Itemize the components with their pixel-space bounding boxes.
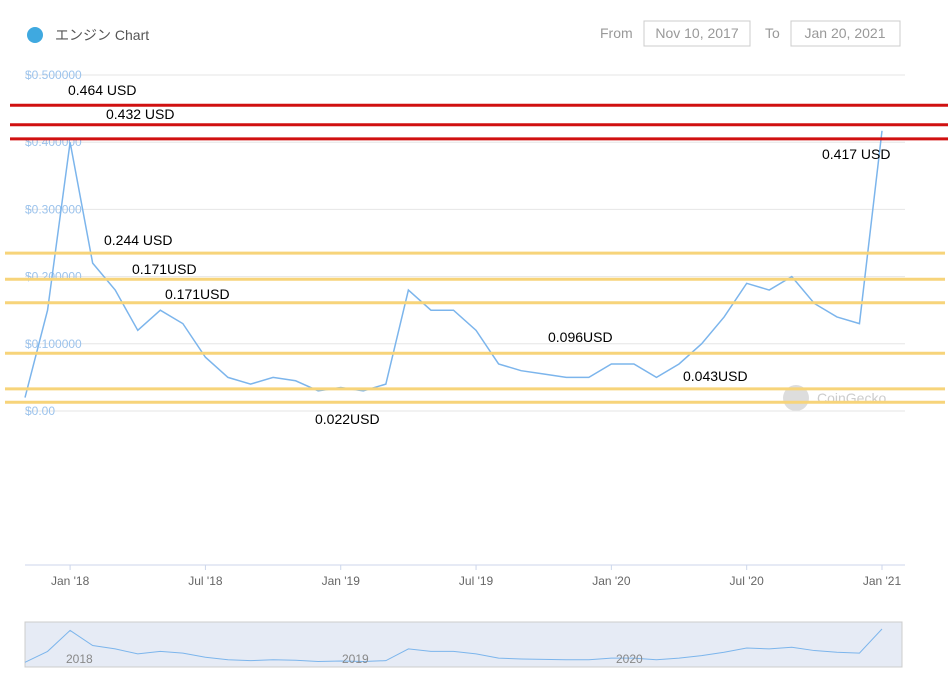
x-tick-label: Jan '19: [322, 574, 361, 588]
annotation: 0.171USD: [165, 286, 230, 302]
annotation: 0.022USD: [315, 411, 380, 427]
navigator-label: 2019: [342, 652, 369, 666]
to-input[interactable]: [790, 20, 901, 47]
from-date: Nov 10, 2017: [655, 25, 738, 41]
y-tick-label: $0.00: [25, 404, 55, 418]
x-tick-label: Jul '18: [188, 574, 223, 588]
to-label: To: [765, 25, 780, 41]
annotation: 0.244 USD: [104, 232, 172, 248]
from-label: From: [600, 25, 633, 41]
x-tick-label: Jan '20: [592, 574, 631, 588]
annotation: 0.417 USD: [822, 146, 890, 162]
y-tick-label: $0.400000: [25, 135, 82, 149]
to-date: Jan 20, 2021: [805, 25, 886, 41]
coin-icon: [27, 27, 43, 43]
annotation: 0.096USD: [548, 329, 613, 345]
navigator-label: 2020: [616, 652, 643, 666]
price-line: [24, 130, 883, 398]
navigator-line: [24, 628, 883, 663]
chart-title: エンジン Chart: [55, 27, 149, 43]
y-tick-label: $0.500000: [25, 68, 82, 82]
y-tick-label: $0.200000: [25, 270, 82, 284]
y-tick-label: $0.300000: [25, 202, 82, 216]
annotation: 0.043USD: [683, 368, 748, 384]
x-tick-label: Jan '18: [51, 574, 90, 588]
annotation: 0.171USD: [132, 261, 197, 277]
annotation: 0.464 USD: [68, 82, 136, 98]
x-tick-label: Jan '21: [863, 574, 902, 588]
x-tick-label: Jul '20: [730, 574, 765, 588]
navigator[interactable]: [24, 621, 903, 668]
navigator-label: 2018: [66, 652, 93, 666]
from-input[interactable]: [643, 20, 751, 47]
annotation: 0.432 USD: [106, 106, 174, 122]
watermark-icon: [783, 385, 809, 411]
y-tick-label: $0.100000: [25, 337, 82, 351]
x-tick-label: Jul '19: [459, 574, 494, 588]
